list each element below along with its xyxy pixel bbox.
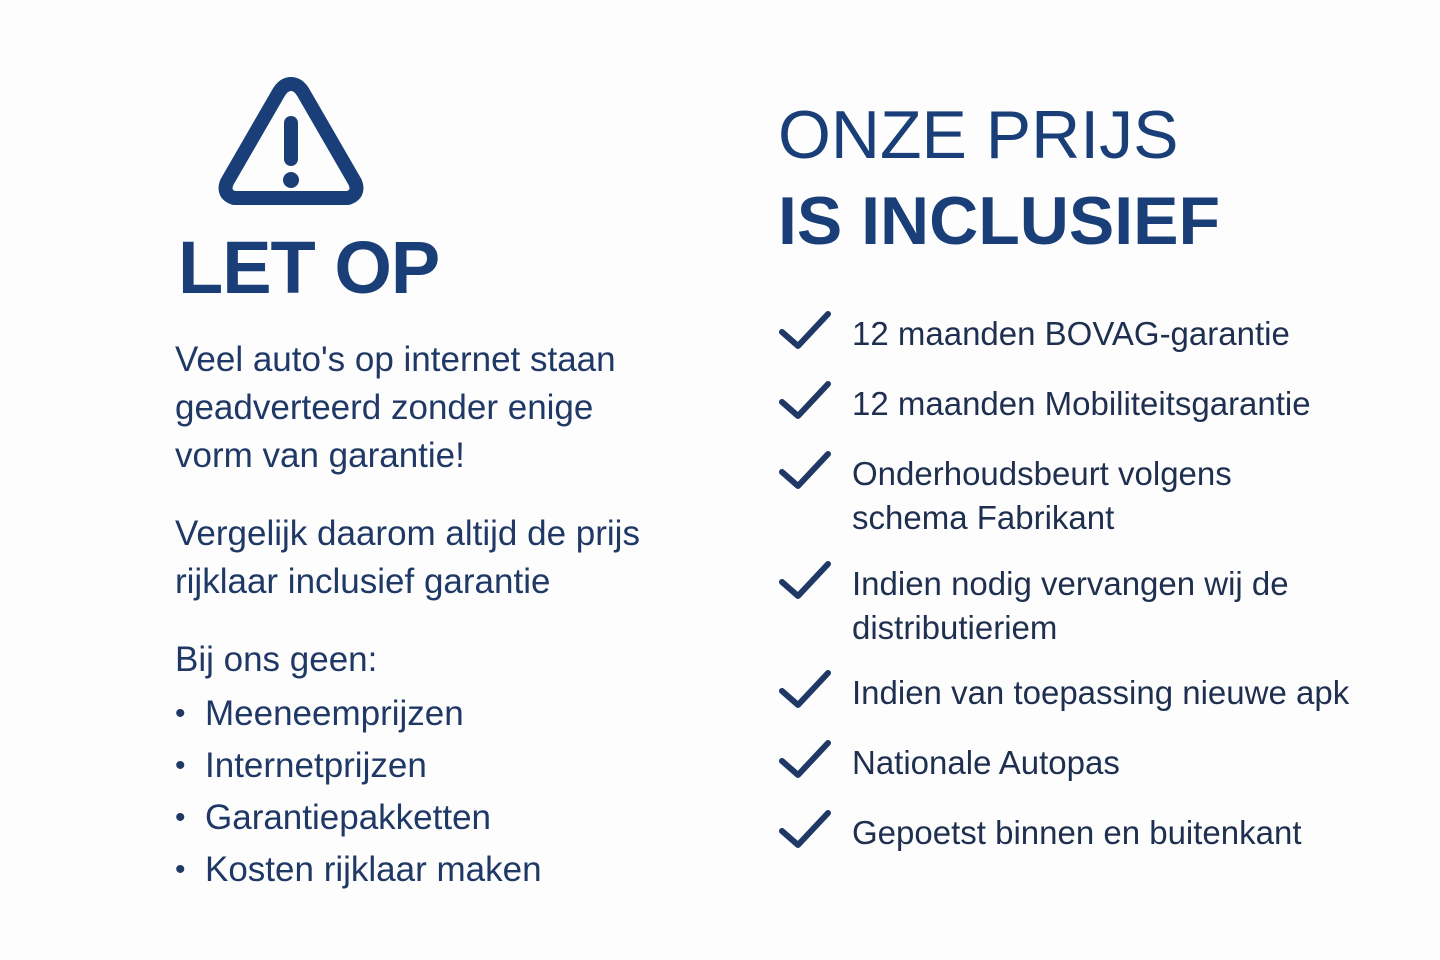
included-item-label: Indien nodig vervangen wij de distributi… — [852, 565, 1289, 646]
included-item: Onderhoudsbeurt volgens schema Fabrikant — [778, 451, 1312, 540]
list-item: Kosten rijklaar maken — [175, 844, 542, 896]
included-heading: ONZE PRIJS IS INCLUSIEF — [778, 92, 1220, 264]
heading-line-2: IS INCLUSIEF — [778, 183, 1221, 259]
checkmark-icon — [779, 561, 831, 599]
included-item-label: Indien van toepassing nieuwe apk — [852, 674, 1350, 711]
list-item: Internetprijzen — [175, 740, 542, 792]
checkmark-icon — [779, 740, 831, 778]
compare-paragraph: Vergelijk daarom altijd de prijs rijklaa… — [175, 514, 640, 601]
checkmark-icon — [779, 381, 831, 419]
heading-line-1: ONZE PRIJS — [778, 97, 1179, 173]
included-item: 12 maanden BOVAG-garantie — [778, 311, 1440, 356]
list-item: Meeneemprijzen — [175, 688, 542, 740]
included-item-label: 12 maanden Mobiliteitsgarantie — [852, 385, 1311, 422]
checkmark-icon — [779, 670, 831, 708]
included-item: Indien van toepassing nieuwe apk — [778, 670, 1440, 715]
included-item-label: Gepoetst binnen en buitenkant — [852, 814, 1302, 851]
included-item-label: 12 maanden BOVAG-garantie — [852, 315, 1290, 352]
included-item: Indien nodig vervangen wij de distributi… — [778, 561, 1312, 650]
included-item: 12 maanden Mobiliteitsgarantie — [778, 381, 1440, 426]
checkmark-icon — [779, 810, 831, 848]
included-item-label: Onderhoudsbeurt volgens schema Fabrikant — [852, 455, 1232, 536]
excluded-list: Meeneemprijzen Internetprijzen Garantiep… — [175, 688, 542, 896]
let-op-title: LET OP — [178, 226, 440, 309]
list-item: Garantiepakketten — [175, 792, 542, 844]
included-item: Gepoetst binnen en buitenkant — [778, 810, 1440, 855]
checkmark-icon — [779, 451, 831, 489]
checkmark-icon — [779, 311, 831, 349]
warning-triangle-icon — [218, 77, 364, 205]
warning-paragraph: Veel auto's op internet staan geadvertee… — [175, 340, 616, 475]
included-item-label: Nationale Autopas — [852, 744, 1120, 781]
included-item: Nationale Autopas — [778, 740, 1440, 785]
bullets-intro: Bij ons geen: — [175, 640, 378, 679]
